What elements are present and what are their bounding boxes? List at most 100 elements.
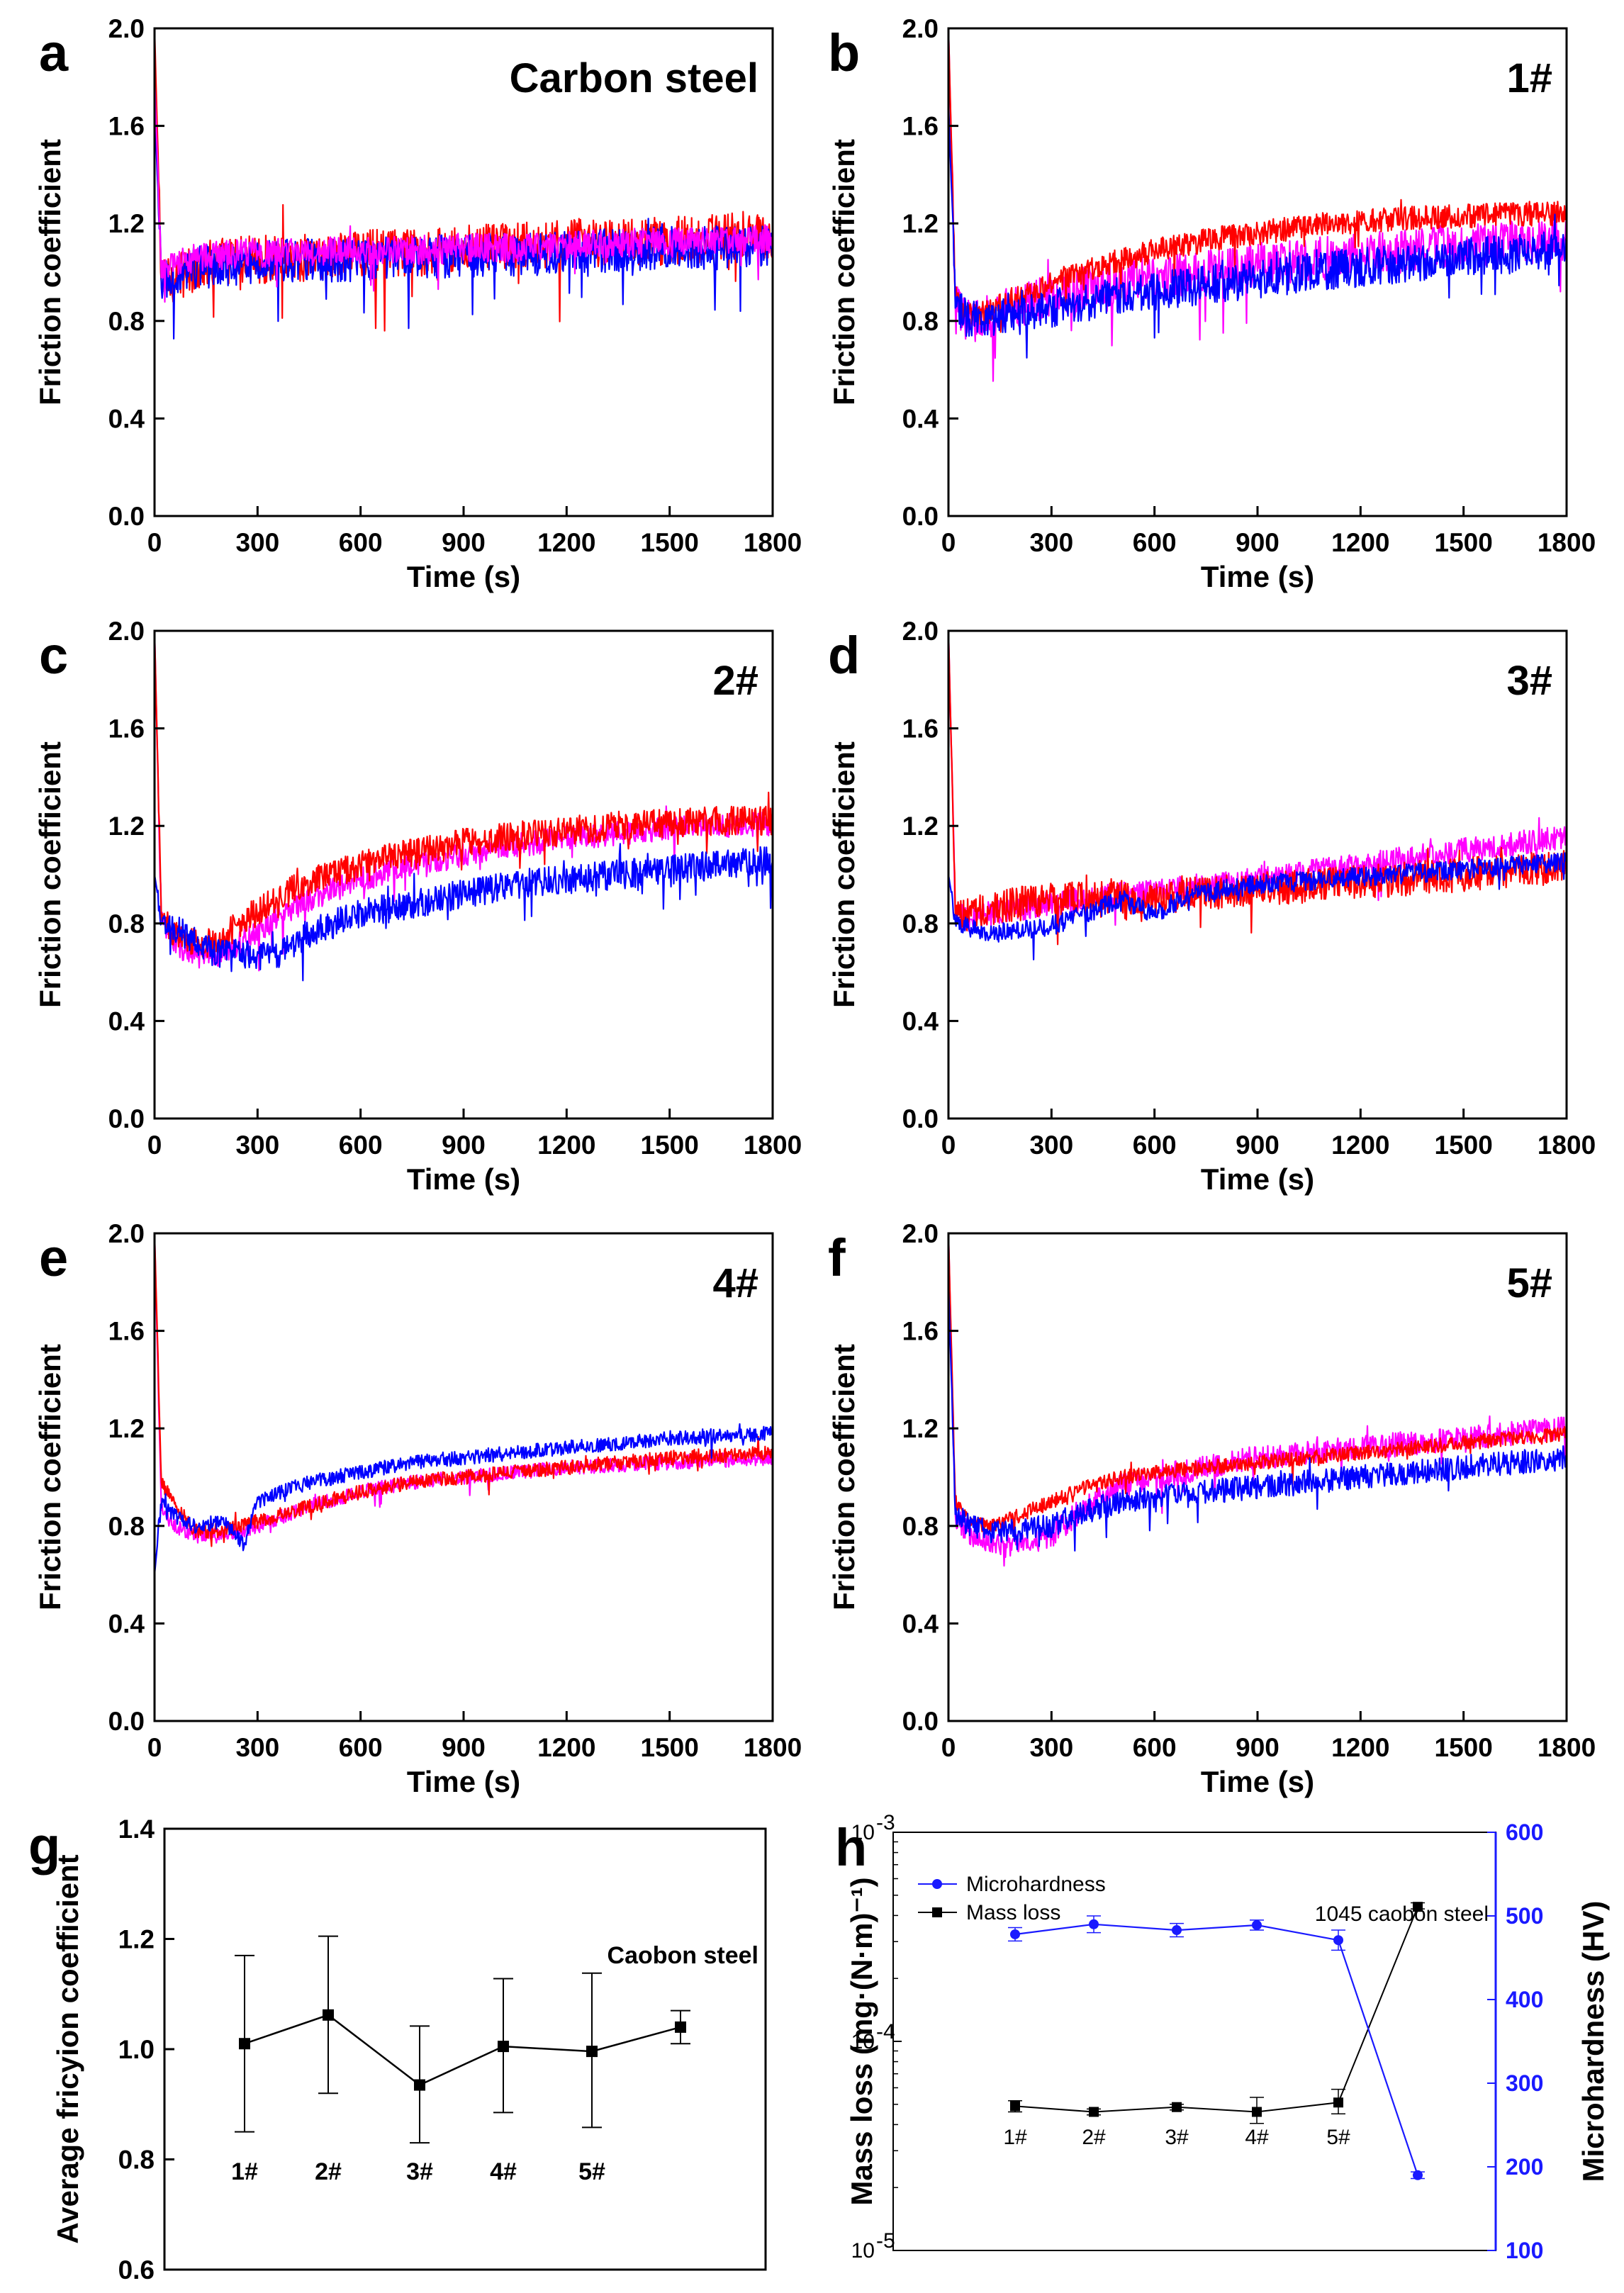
y-tick-label: 2.0	[108, 1219, 145, 1248]
series-line-1	[155, 1233, 773, 1544]
y-tick-label: 0.8	[108, 307, 145, 336]
x-axis-title: Time (s)	[1201, 1162, 1314, 1196]
category-label: 1#	[1003, 2126, 1027, 2149]
category-label: 4#	[490, 2158, 517, 2185]
data-point	[239, 2038, 250, 2050]
y-tick-label: 2.0	[902, 1219, 939, 1248]
series-line-1	[948, 631, 1567, 932]
x-tick-label: 1200	[1331, 1131, 1389, 1160]
x-tick-label: 1500	[1435, 1733, 1493, 1762]
x-tick-label: 1800	[1538, 1733, 1596, 1762]
y-tick-label: 0.0	[902, 1707, 939, 1736]
y-tick-label: 10	[851, 1821, 875, 1844]
category-label: 1045 caobon steel	[1315, 1902, 1489, 1926]
y-tick-label: 1.6	[108, 714, 145, 744]
panel-letter: h	[835, 1818, 867, 1877]
x-tick-label: 600	[1133, 1131, 1177, 1160]
panel-letter: g	[28, 1817, 60, 1876]
sample-label: Carbon steel	[510, 55, 758, 101]
x-tick-label: 1800	[1538, 1131, 1596, 1160]
y2-axis-title: Microhardness (HV)	[1577, 1901, 1610, 2182]
x-tick-label: 900	[442, 1131, 486, 1160]
mass-loss-line	[1014, 1906, 1418, 2113]
y-tick-label: 0.8	[902, 909, 939, 938]
microhardness-point	[1089, 1919, 1099, 1929]
y-axis-title: Friction coefficient	[827, 139, 861, 405]
series-line-2	[155, 101, 773, 340]
y-tick-label: 2.0	[902, 14, 939, 43]
y-tick-label: 0.8	[118, 2146, 155, 2175]
category-label: 3#	[406, 2158, 433, 2185]
y2-tick-label: 500	[1506, 1903, 1543, 1929]
category-label: 2#	[1082, 2126, 1106, 2149]
microhardness-point	[1010, 1929, 1020, 1939]
mass-loss-point	[1172, 2102, 1182, 2112]
series-line-2	[948, 28, 1567, 333]
y-tick-label: 1.2	[902, 812, 939, 841]
y-axis-title: Friction coefficient	[827, 1344, 861, 1610]
sample-label: 3#	[1506, 658, 1552, 704]
x-tick-label: 900	[1236, 1131, 1279, 1160]
x-tick-label: 900	[442, 528, 486, 557]
x-tick-label: 300	[1029, 1733, 1073, 1762]
x-axis-title: Time (s)	[407, 560, 520, 593]
x-tick-label: 600	[339, 528, 383, 557]
average-line	[244, 2014, 681, 2086]
x-axis-title: Time (s)	[1201, 1765, 1314, 1798]
panel-letter: c	[39, 626, 68, 685]
y-tick-label: 0.8	[108, 1512, 145, 1541]
y-tick-label: 0.0	[902, 502, 939, 531]
sample-label: 4#	[712, 1260, 758, 1306]
panel-letter: d	[828, 626, 860, 685]
legend-label: Microhardness	[966, 1873, 1106, 1896]
y-axis-title: Friction coefficient	[33, 139, 67, 405]
y-tick-label: 0.4	[108, 1007, 145, 1036]
legend-marker	[932, 1907, 942, 1917]
mass-loss-point	[1010, 2101, 1020, 2112]
panel-b: 0.0 0.4 0.8 1.2 1.6 2.0 0 300 600 900 1200 1500 1800…	[827, 14, 1596, 593]
x-axis-title: Time (s)	[1201, 560, 1314, 593]
y-tick-label: 10	[851, 2030, 875, 2053]
x-tick-label: 900	[442, 1733, 486, 1762]
x-tick-label: 1800	[744, 1733, 802, 1762]
panel-g: 0.6 0.8 1.0 1.2 1.4 1# 2# 3# 4# 5# Caobon steel Ave…	[28, 1815, 767, 2284]
x-tick-label: 0	[941, 1131, 956, 1160]
series-line-3	[155, 843, 773, 982]
y-tick-label: 0.0	[108, 1104, 145, 1133]
x-tick-label: 300	[235, 1131, 279, 1160]
y2-tick-label: 200	[1506, 2154, 1543, 2180]
data-point	[498, 2041, 509, 2053]
y-axis-title: Friction coefficient	[33, 741, 67, 1008]
category-label: Caobon steel	[607, 1942, 758, 1969]
x-tick-label: 1800	[744, 528, 802, 557]
legend: Microhardness Mass loss	[918, 1873, 1106, 1924]
x-tick-label: 1200	[1331, 528, 1389, 557]
series-line-3	[948, 1282, 1567, 1552]
x-tick-label: 600	[1133, 1733, 1177, 1762]
x-tick-label: 1800	[744, 1131, 802, 1160]
y-tick-label: 0.8	[108, 909, 145, 938]
y-tick-label: 0.0	[902, 1104, 939, 1133]
y-tick-label: 1.6	[902, 1317, 939, 1346]
x-tick-label: 1500	[641, 528, 699, 557]
y-tick-label: 0.4	[902, 404, 939, 433]
y-tick-label: 0.0	[108, 1707, 145, 1736]
y-axis-title: Average fricyion coefficient	[51, 1854, 84, 2243]
series-line-1	[948, 28, 1567, 382]
x-tick-label: 1500	[1435, 528, 1493, 557]
x-tick-label: 1200	[537, 528, 595, 557]
panel-e: 0.0 0.4 0.8 1.2 1.6 2.0 0 300 600 900 1200 1500 1800…	[33, 1219, 802, 1798]
y-tick-exponent: -5	[876, 2229, 895, 2253]
x-tick-label: 1200	[537, 1131, 595, 1160]
microhardness-point	[1172, 1925, 1182, 1936]
y-tick-label: 1.0	[118, 2035, 155, 2064]
x-tick-label: 0	[147, 528, 162, 557]
data-point	[586, 2046, 598, 2058]
series-line-2	[948, 1233, 1567, 1537]
x-tick-label: 1500	[641, 1131, 699, 1160]
x-tick-label: 900	[1236, 1733, 1279, 1762]
category-label: 2#	[315, 2158, 342, 2185]
data-point	[675, 2021, 686, 2033]
mass-loss-point	[1413, 1902, 1423, 1912]
